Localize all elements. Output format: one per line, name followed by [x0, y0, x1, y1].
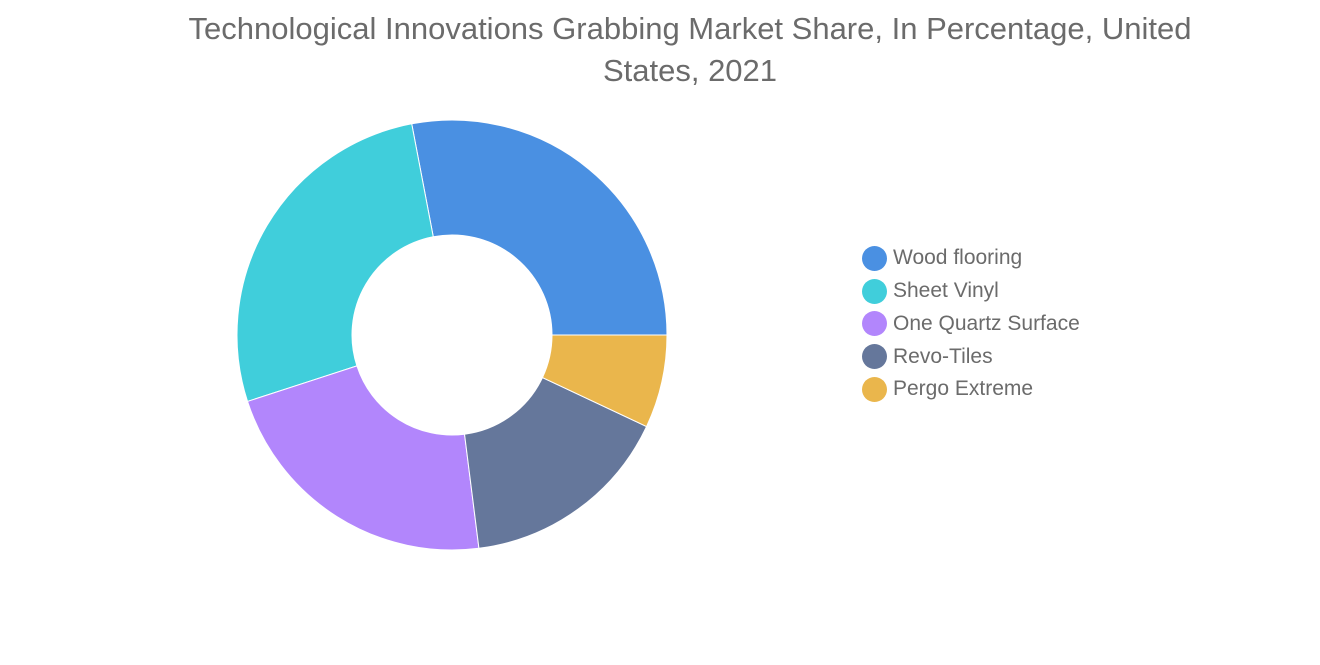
legend: Wood flooring Sheet Vinyl One Quartz Surfa…: [862, 242, 1080, 406]
legend-item: Sheet Vinyl: [862, 275, 1080, 308]
chart-title: Technological Innovations Grabbing Marke…: [188, 11, 1192, 88]
legend-label: Wood flooring: [893, 246, 1023, 270]
donut-slice-one-quartz-surface: [246, 365, 480, 551]
legend-label: One Quartz Surface: [893, 311, 1080, 335]
donut-slice-pergo-extreme: [541, 334, 668, 428]
legend-swatch: [862, 376, 887, 402]
legend-label: Pergo Extreme: [893, 377, 1034, 401]
legend-swatch: [862, 278, 887, 304]
donut-slice-sheet-vinyl: [236, 123, 434, 403]
legend-item: Pergo Extreme: [862, 373, 1080, 406]
legend-swatch: [862, 311, 887, 337]
donut-slice-wood-flooring: [411, 119, 668, 336]
legend-swatch: [862, 344, 887, 370]
legend-item: Revo-Tiles: [862, 340, 1080, 373]
legend-swatch: [862, 245, 887, 271]
donut-slice-revo-tiles: [463, 376, 648, 549]
legend-label: Revo-Tiles: [893, 344, 993, 368]
legend-item: Wood flooring: [862, 242, 1080, 275]
legend-label: Sheet Vinyl: [893, 279, 999, 303]
legend-item: One Quartz Surface: [862, 308, 1080, 341]
